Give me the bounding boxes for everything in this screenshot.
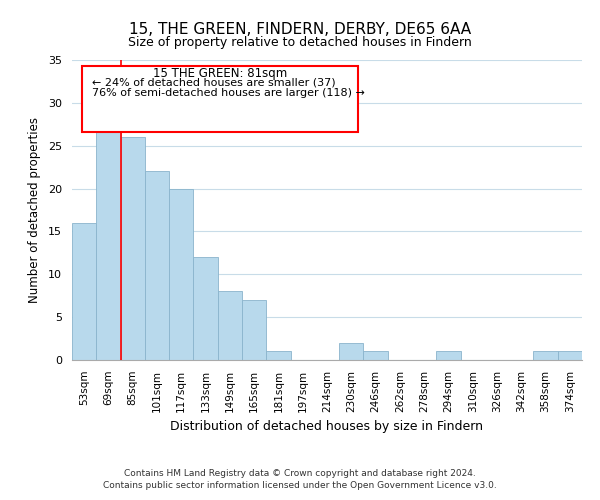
Bar bbox=[218, 292, 242, 360]
Bar bbox=[169, 188, 193, 360]
Text: ← 24% of detached houses are smaller (37): ← 24% of detached houses are smaller (37… bbox=[92, 78, 336, 88]
Bar bbox=[364, 352, 388, 360]
Text: 15 THE GREEN: 81sqm: 15 THE GREEN: 81sqm bbox=[153, 68, 287, 80]
Bar bbox=[533, 352, 558, 360]
Bar bbox=[266, 352, 290, 360]
Bar bbox=[72, 223, 96, 360]
Text: 15, THE GREEN, FINDERN, DERBY, DE65 6AA: 15, THE GREEN, FINDERN, DERBY, DE65 6AA bbox=[129, 22, 471, 38]
Text: 76% of semi-detached houses are larger (118) →: 76% of semi-detached houses are larger (… bbox=[92, 88, 365, 99]
Text: Contains public sector information licensed under the Open Government Licence v3: Contains public sector information licen… bbox=[103, 481, 497, 490]
Bar bbox=[145, 172, 169, 360]
Bar bbox=[96, 112, 121, 360]
Bar bbox=[121, 137, 145, 360]
Text: Size of property relative to detached houses in Findern: Size of property relative to detached ho… bbox=[128, 36, 472, 49]
Bar bbox=[436, 352, 461, 360]
Y-axis label: Number of detached properties: Number of detached properties bbox=[28, 117, 41, 303]
Bar bbox=[558, 352, 582, 360]
X-axis label: Distribution of detached houses by size in Findern: Distribution of detached houses by size … bbox=[170, 420, 484, 433]
Bar bbox=[339, 343, 364, 360]
Bar bbox=[193, 257, 218, 360]
FancyBboxPatch shape bbox=[82, 66, 358, 132]
Bar bbox=[242, 300, 266, 360]
Text: Contains HM Land Registry data © Crown copyright and database right 2024.: Contains HM Land Registry data © Crown c… bbox=[124, 468, 476, 477]
